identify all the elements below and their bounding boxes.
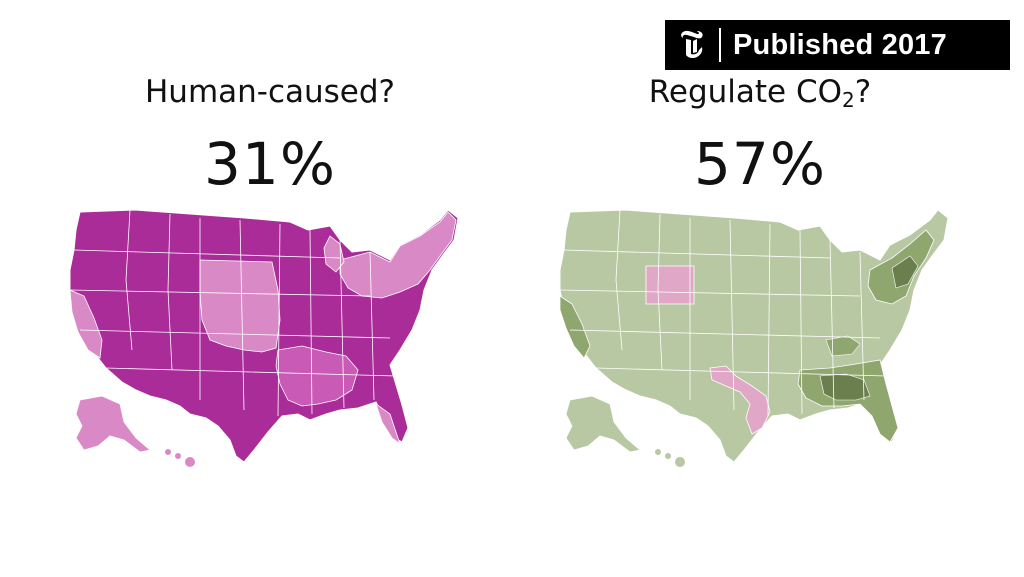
map-alaska — [75, 395, 151, 453]
map-region-mid-california — [559, 295, 591, 359]
map-state-borders — [559, 209, 887, 417]
map-region-low-northeast — [339, 211, 457, 299]
map-region-dark-southeast — [797, 359, 899, 443]
published-badge: Published 2017 — [665, 20, 1010, 70]
question-title: Regulate CO2? — [648, 74, 872, 112]
us-map-regulate-co2 — [559, 209, 949, 467]
question-title: Human-caused? — [144, 74, 396, 110]
panel-regulate-co2: Regulate CO2? 57% — [520, 0, 1000, 577]
map-state-borders — [69, 209, 397, 417]
map-region-mid-south — [275, 345, 359, 407]
percent-value: 31% — [204, 130, 336, 198]
map-hawaii — [655, 449, 685, 467]
map-region-dark-kentucky — [825, 335, 861, 357]
nyt-t-logo-icon — [677, 28, 707, 62]
percent-value: 57% — [694, 130, 826, 198]
us-map-human-caused — [69, 209, 459, 467]
map-region-pink-wyoming — [645, 265, 695, 305]
map-region-pink-texas — [709, 365, 771, 435]
map-hawaii — [165, 449, 195, 467]
badge-label: Published 2017 — [733, 28, 947, 61]
map-region-mid-west — [69, 289, 103, 359]
panel-human-caused: Human-caused? 31% — [30, 0, 510, 577]
map-region-low-plains — [199, 259, 281, 353]
map-region-dark-northeast-core — [891, 255, 919, 289]
badge-divider — [719, 28, 721, 62]
map-alaska — [565, 395, 641, 453]
map-region-mid-florida — [375, 402, 401, 446]
